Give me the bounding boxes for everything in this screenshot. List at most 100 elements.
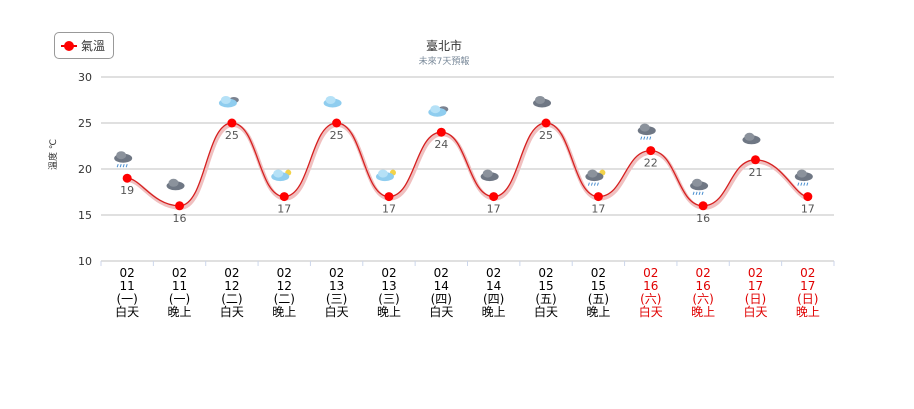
x-tick-label-period: 白天: [534, 304, 558, 319]
x-tick-label-weekday: (五): [588, 292, 609, 306]
data-label: 16: [696, 212, 710, 225]
x-tick-label-month: 02: [120, 266, 135, 280]
data-label: 17: [591, 203, 605, 216]
x-tick-label-weekday: (日): [745, 292, 766, 306]
partly-cloudy-night-icon: [375, 169, 396, 182]
x-tick-label-period: 晚上: [377, 305, 401, 319]
x-tick-label-month: 02: [224, 266, 239, 280]
legend-label: 氣溫: [81, 39, 106, 53]
y-tick-label: 25: [78, 117, 92, 130]
x-tick-label-weekday: (一): [169, 292, 190, 306]
x-tick-label-weekday: (三): [326, 292, 347, 306]
x-tick-label-month: 02: [591, 266, 606, 280]
x-tick-label-day: 16: [643, 279, 658, 293]
x-tick-label-weekday: (二): [274, 292, 295, 306]
data-label: 24: [434, 138, 448, 151]
chart-title: 臺北市: [425, 39, 462, 53]
x-tick-label-period: 白天: [115, 304, 139, 319]
dark-cloud-icon: [166, 178, 185, 191]
y-tick-label: 10: [78, 255, 92, 268]
x-tick-label-period: 晚上: [586, 305, 610, 319]
x-tick-label-day: 13: [381, 279, 396, 293]
x-tick-label-day: 15: [538, 279, 553, 293]
data-label: 22: [644, 157, 658, 170]
dark-cloud-icon: [533, 96, 552, 108]
data-point: [332, 118, 342, 128]
x-tick-label-month: 02: [800, 266, 815, 280]
x-tick-label-weekday: (一): [116, 292, 137, 306]
x-tick-label-month: 02: [329, 266, 344, 280]
x-tick-label-month: 02: [277, 266, 292, 280]
rain-cloud-icon: [794, 169, 813, 186]
x-tick-label-period: 晚上: [482, 305, 506, 319]
x-tick-label-weekday: (六): [640, 292, 661, 306]
x-tick-label-weekday: (四): [431, 292, 452, 306]
data-point: [803, 192, 813, 202]
data-label: 25: [539, 129, 553, 142]
data-label: 17: [277, 203, 291, 216]
dark-cloud-icon: [742, 132, 761, 145]
x-tick-label-month: 02: [172, 266, 187, 280]
x-tick-label-month: 02: [538, 266, 553, 280]
x-tick-label-weekday: (四): [483, 292, 504, 306]
x-tick-label-period: 晚上: [691, 305, 715, 319]
y-axis-label: 溫度 ℃: [49, 139, 59, 170]
data-point: [436, 127, 446, 137]
x-tick-label-weekday: (六): [692, 292, 713, 306]
data-label: 21: [748, 166, 762, 179]
x-tick-label-day: 15: [591, 279, 606, 293]
rain-night-icon: [585, 169, 606, 186]
x-tick-label-month: 02: [748, 266, 763, 280]
x-tick-label-period: 晚上: [796, 305, 820, 319]
x-tick-label-month: 02: [434, 266, 449, 280]
x-tick-label-day: 11: [120, 279, 135, 293]
x-tick-label-day: 11: [172, 279, 187, 293]
data-label: 17: [382, 203, 396, 216]
data-label: 25: [225, 129, 239, 142]
x-tick-label-day: 17: [748, 279, 763, 293]
y-tick-label: 20: [78, 163, 92, 176]
legend-marker-icon: [61, 40, 77, 51]
x-tick-label-period: 白天: [220, 304, 244, 319]
x-tick-label-period: 晚上: [168, 305, 192, 319]
x-tick-label-period: 白天: [743, 304, 767, 319]
data-label: 17: [801, 203, 815, 216]
legend-item-temperature[interactable]: 氣溫: [54, 32, 114, 59]
data-point: [489, 192, 499, 202]
data-label: 16: [173, 212, 187, 225]
data-point: [384, 192, 394, 202]
data-point: [122, 173, 132, 183]
data-label: 25: [330, 129, 344, 142]
data-point: [593, 192, 603, 202]
x-tick-label-day: 13: [329, 279, 344, 293]
partly-cloudy-night-icon: [271, 169, 292, 182]
data-point: [175, 201, 185, 211]
dark-cloud-icon: [480, 169, 499, 182]
x-tick-label-month: 02: [643, 266, 658, 280]
chart-subtitle: 未來7天預報: [418, 57, 470, 67]
rain-cloud-icon: [637, 123, 656, 140]
x-tick-label-day: 12: [224, 279, 239, 293]
x-tick-label-weekday: (三): [378, 292, 399, 306]
y-tick-label: 15: [78, 209, 92, 222]
x-tick-label-month: 02: [695, 266, 710, 280]
cloudy-icon: [218, 96, 239, 108]
x-tick-label-day: 17: [800, 279, 815, 293]
x-tick-label-day: 14: [434, 279, 449, 293]
x-tick-label-weekday: (五): [535, 292, 556, 306]
data-point: [646, 146, 656, 156]
data-point: [541, 118, 551, 128]
x-tick-label-day: 16: [695, 279, 710, 293]
rain-cloud-icon: [114, 151, 133, 168]
cloudy-icon: [428, 105, 449, 117]
data-point: [750, 155, 760, 165]
data-label: 17: [487, 203, 501, 216]
y-tick-label: 30: [78, 71, 92, 84]
x-tick-label-weekday: (日): [797, 292, 818, 306]
rain-cloud-icon: [690, 178, 709, 195]
x-tick-label-day: 12: [277, 279, 292, 293]
data-point: [227, 118, 237, 128]
data-point: [279, 192, 289, 202]
